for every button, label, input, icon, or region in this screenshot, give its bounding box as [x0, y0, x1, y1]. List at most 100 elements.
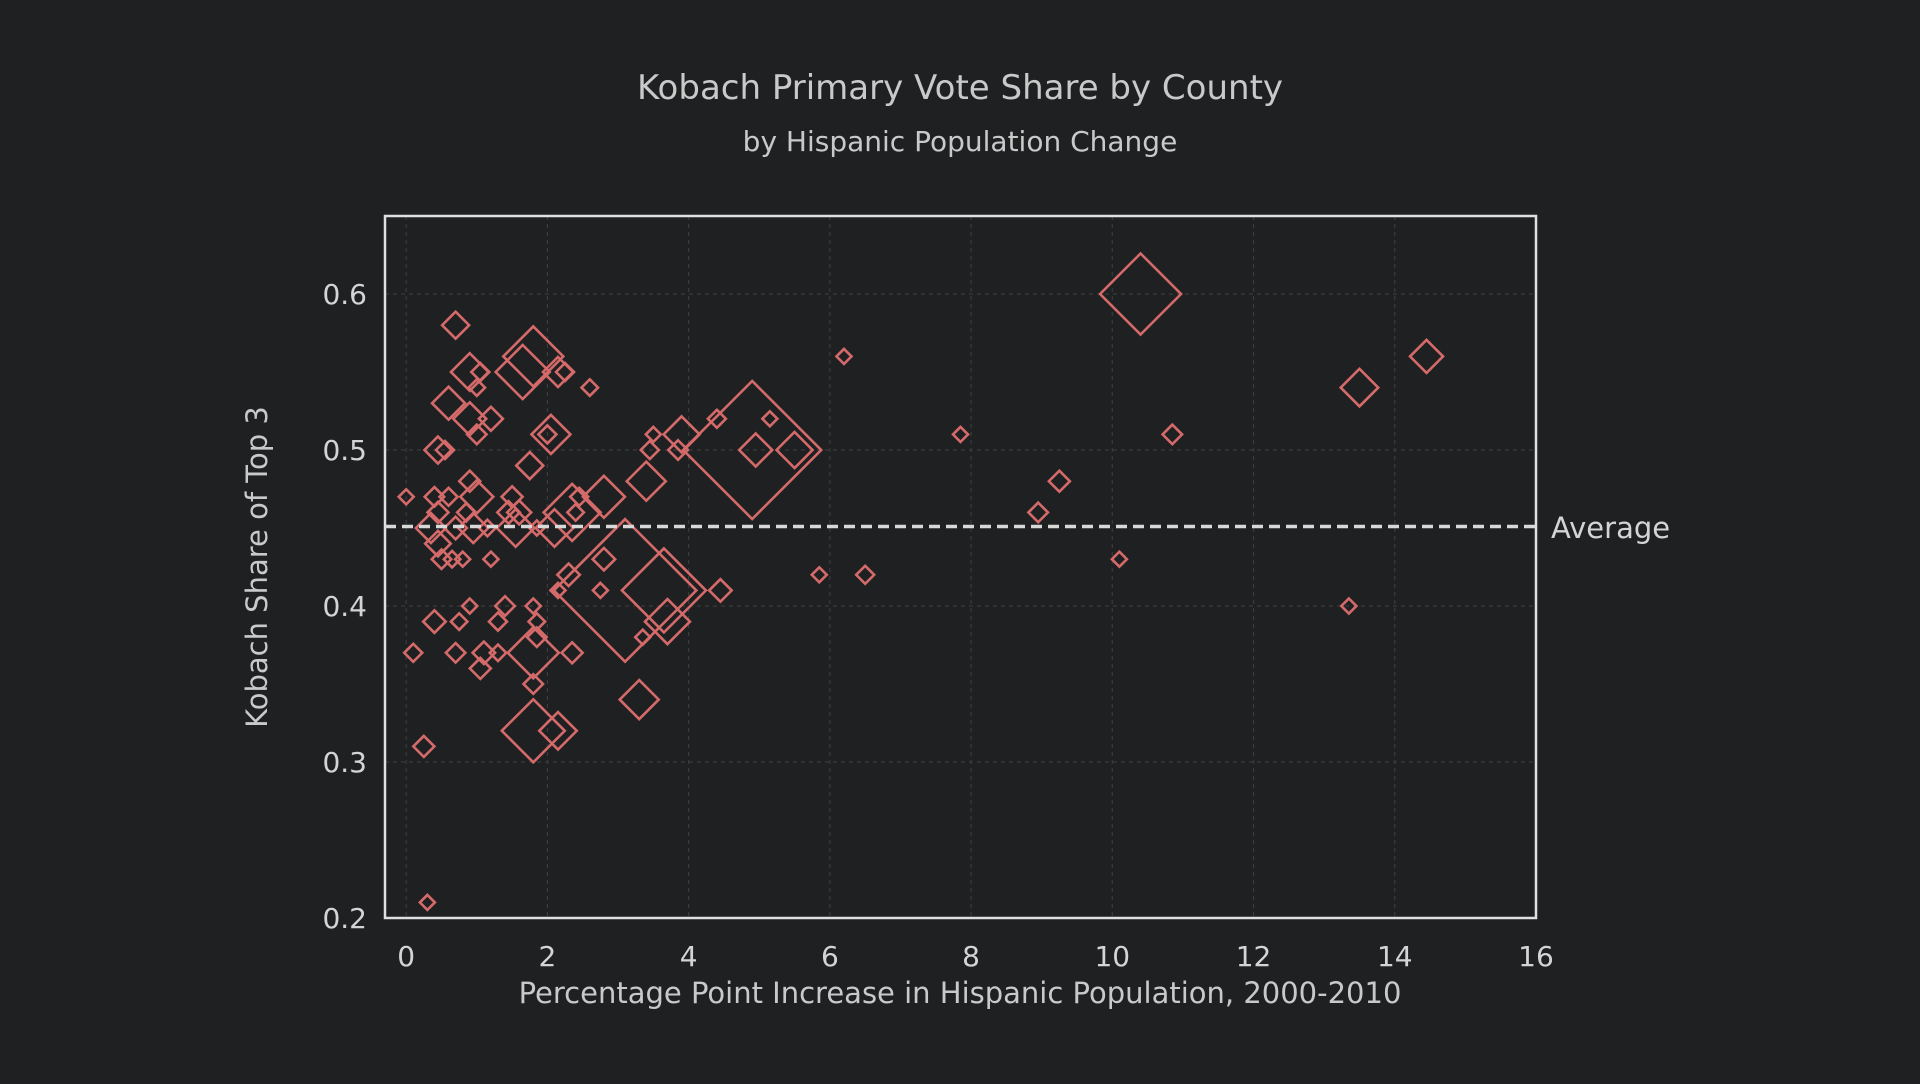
data-point	[760, 409, 780, 429]
data-point	[854, 563, 877, 586]
average-label: Average	[1551, 511, 1670, 545]
data-point	[514, 450, 546, 481]
data-point	[1047, 468, 1072, 494]
data-point	[469, 361, 492, 383]
chart-title: Kobach Primary Vote Share by County	[637, 68, 1283, 108]
data-point	[396, 487, 416, 507]
data-point	[466, 377, 487, 398]
data-point	[737, 431, 775, 469]
data-point	[430, 384, 467, 422]
data-point	[1098, 251, 1183, 337]
grid	[385, 216, 1536, 918]
data-point	[1338, 367, 1381, 409]
data-point	[525, 625, 549, 649]
x-tick-label: 14	[1377, 940, 1413, 973]
data-point	[1026, 500, 1050, 524]
data-point	[402, 641, 425, 664]
data-point	[493, 343, 552, 401]
y-tick-label: 0.6	[322, 278, 367, 311]
data-point	[467, 656, 493, 681]
data-point	[666, 438, 690, 462]
data-point	[681, 379, 824, 521]
data-point	[421, 608, 448, 635]
x-tick-label: 16	[1518, 940, 1554, 973]
y-tick-label: 0.3	[322, 746, 367, 779]
data-point	[554, 361, 576, 383]
data-point	[434, 439, 456, 461]
average-line-group: Average	[385, 511, 1670, 545]
plot-frame	[383, 214, 1538, 920]
data-point	[425, 500, 451, 525]
data-point	[541, 482, 603, 543]
data-point	[487, 642, 509, 663]
x-tick-label: 8	[962, 940, 980, 973]
data-point	[624, 459, 668, 503]
data-point	[638, 439, 661, 461]
data-point	[774, 430, 815, 470]
data-point	[643, 597, 692, 646]
y-axis-label: Kobach Share of Top 3	[240, 406, 274, 728]
data-point	[411, 734, 437, 759]
data-point	[423, 529, 453, 559]
data-point	[951, 425, 970, 444]
data-point	[1160, 422, 1184, 446]
data-point	[505, 625, 561, 681]
x-ticks: 0 2 4 6 8 10 12 14 16	[397, 940, 1554, 973]
data-point	[559, 640, 585, 666]
data-point	[633, 627, 653, 647]
data-point	[620, 546, 708, 635]
data-point	[643, 425, 663, 444]
data-point	[449, 611, 470, 632]
data-point	[1408, 338, 1445, 375]
data-point	[418, 893, 437, 912]
data-point	[487, 610, 509, 633]
data-point	[809, 565, 829, 585]
data-point	[579, 377, 600, 398]
data-point	[458, 478, 496, 516]
x-tick-label: 6	[821, 940, 839, 973]
data-point	[1339, 596, 1359, 616]
data-point	[453, 549, 473, 569]
data-point	[617, 678, 661, 721]
x-tick-label: 10	[1094, 940, 1130, 973]
data-point	[590, 546, 617, 573]
data-point	[440, 309, 471, 341]
data-point	[481, 549, 501, 569]
x-tick-label: 2	[538, 940, 556, 973]
data-points	[396, 251, 1445, 912]
data-point	[501, 324, 566, 389]
y-ticks: 0.2 0.3 0.4 0.5 0.6	[322, 278, 367, 935]
data-point	[533, 507, 576, 549]
data-point	[1110, 549, 1129, 569]
data-point	[465, 422, 489, 446]
y-tick-label: 0.5	[322, 434, 367, 467]
x-tick-label: 0	[397, 940, 415, 973]
data-point	[495, 507, 537, 549]
chart-subtitle: by Hispanic Population Change	[743, 125, 1178, 158]
data-point	[457, 468, 483, 494]
data-point	[414, 511, 448, 545]
data-point	[460, 596, 480, 616]
x-tick-label: 12	[1236, 940, 1272, 973]
data-point	[529, 413, 573, 456]
data-point	[661, 414, 702, 455]
data-point	[505, 498, 534, 527]
data-point	[551, 517, 699, 664]
data-point	[493, 594, 517, 618]
data-point	[536, 423, 559, 446]
data-point	[444, 641, 468, 665]
data-point	[526, 611, 547, 632]
x-tick-label: 4	[680, 940, 698, 973]
data-point	[470, 639, 497, 666]
data-point	[521, 672, 545, 696]
data-point	[834, 347, 854, 366]
data-point	[707, 577, 734, 604]
data-point	[499, 697, 567, 765]
x-axis-label: Percentage Point Increase in Hispanic Po…	[519, 976, 1402, 1010]
data-point	[581, 473, 627, 520]
data-point	[548, 581, 568, 600]
data-point	[591, 581, 610, 600]
data-point	[565, 502, 586, 523]
